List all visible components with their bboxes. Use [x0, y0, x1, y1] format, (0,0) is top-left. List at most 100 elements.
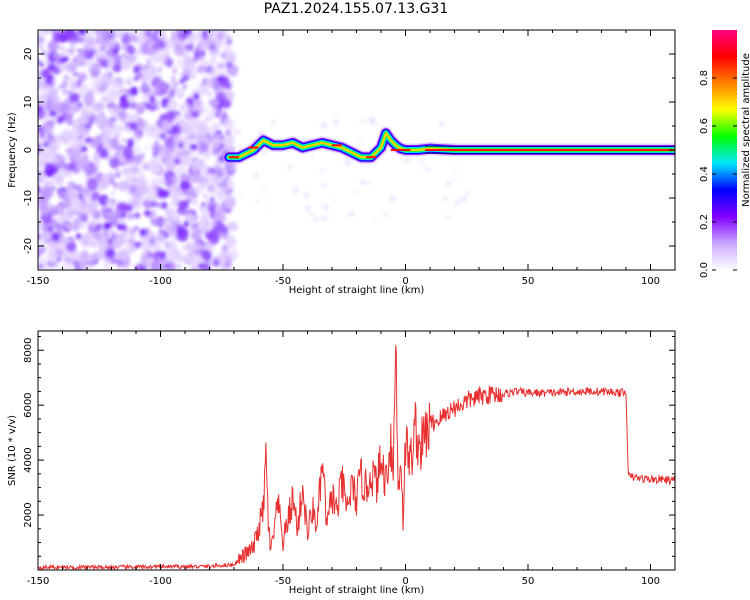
- noise-blob: [54, 223, 64, 232]
- noise-blob: [154, 98, 162, 107]
- noise-blob: [388, 196, 395, 203]
- colorbar-ticks: 0.0 0.2 0.4 0.6 0.8: [699, 70, 737, 278]
- noise-blob: [125, 113, 134, 123]
- noise-blob: [163, 190, 170, 198]
- noise-blob: [208, 127, 215, 136]
- noise-blob: [87, 192, 91, 198]
- noise-blob: [114, 33, 120, 37]
- noise-blob: [58, 62, 67, 71]
- noise-blob: [190, 103, 197, 113]
- noise-blob: [110, 198, 116, 205]
- colorbar-tick-label: 0.4: [699, 166, 710, 182]
- noise-blob: [192, 242, 203, 252]
- noise-blob: [195, 189, 201, 195]
- noise-blob: [445, 215, 450, 220]
- noise-blob: [166, 83, 171, 88]
- noise-blob: [269, 206, 273, 210]
- noise-blob: [146, 166, 152, 172]
- noise-blob: [39, 82, 50, 95]
- noise-blob: [214, 110, 221, 118]
- noise-blob: [192, 157, 198, 163]
- noise-blob: [224, 41, 232, 48]
- noise-blob: [71, 188, 80, 199]
- noise-blob: [161, 54, 171, 67]
- noise-blob: [38, 184, 41, 193]
- noise-blob: [164, 178, 173, 187]
- noise-blob: [151, 189, 159, 197]
- noise-blob: [57, 182, 63, 188]
- noise-blob: [223, 117, 235, 132]
- noise-blob: [348, 211, 355, 218]
- noise-blob: [171, 31, 177, 37]
- noise-blob: [219, 135, 225, 140]
- noise-blob: [157, 30, 167, 41]
- noise-blob: [227, 221, 239, 232]
- noise-blob: [107, 173, 112, 177]
- noise-blob: [238, 142, 243, 148]
- noise-blob: [47, 89, 58, 100]
- noise-blob: [126, 138, 135, 148]
- noise-blob: [158, 120, 169, 131]
- noise-blob: [62, 88, 69, 96]
- noise-blob: [186, 63, 191, 68]
- noise-blob: [72, 143, 80, 150]
- noise-blob: [237, 130, 242, 135]
- noise-blob: [207, 229, 220, 245]
- noise-blob: [191, 209, 196, 215]
- noise-blob: [165, 110, 177, 120]
- noise-blob: [156, 232, 166, 244]
- noise-blob: [304, 205, 311, 212]
- noise-blob: [321, 122, 328, 129]
- noise-blob: [38, 239, 46, 249]
- noise-blob: [190, 122, 201, 134]
- noise-blob: [211, 123, 221, 131]
- noise-blob: [95, 114, 105, 126]
- y-tick-label: -10: [23, 190, 34, 206]
- noise-blob: [321, 215, 328, 222]
- noise-blob: [38, 36, 45, 45]
- noise-blob: [200, 249, 212, 261]
- noise-blob: [174, 88, 186, 97]
- noise-blob: [213, 152, 218, 157]
- noise-blob: [67, 102, 80, 111]
- noise-blob: [360, 118, 365, 124]
- noise-blob: [59, 168, 69, 178]
- noise-blob: [452, 178, 456, 182]
- spectrogram-noise-blobs: [38, 30, 470, 270]
- noise-blob: [50, 240, 58, 248]
- noise-blob: [211, 39, 219, 48]
- noise-blob: [114, 172, 122, 178]
- noise-blob: [87, 208, 96, 216]
- noise-blob: [126, 45, 136, 56]
- noise-blob: [126, 212, 135, 220]
- noise-blob: [47, 225, 54, 233]
- noise-blob: [78, 211, 88, 222]
- noise-blob: [95, 34, 101, 39]
- figure-title: PAZ1.2024.155.07.13.G31: [263, 1, 449, 17]
- noise-blob: [116, 201, 128, 211]
- noise-blob: [238, 194, 242, 198]
- noise-blob: [370, 119, 377, 126]
- noise-blob: [88, 229, 93, 234]
- noise-blob: [311, 154, 315, 158]
- noise-blob: [183, 220, 189, 228]
- noise-blob: [191, 169, 202, 183]
- noise-blob: [103, 222, 112, 231]
- x-tick-label: -100: [149, 576, 172, 587]
- noise-blob: [253, 172, 260, 179]
- noise-blob: [109, 257, 119, 265]
- snr-x-axis-label: Height of straight line (km): [289, 585, 425, 596]
- noise-blob: [118, 263, 123, 267]
- noise-blob: [445, 180, 451, 187]
- snr-frame: [37, 330, 676, 571]
- noise-blob: [62, 259, 74, 270]
- noise-blob: [109, 217, 118, 227]
- noise-blob: [67, 48, 75, 56]
- noise-blob: [221, 244, 228, 252]
- noise-blob: [63, 30, 75, 39]
- noise-blob: [41, 68, 51, 79]
- noise-blob: [154, 141, 159, 146]
- noise-blob: [50, 78, 57, 86]
- noise-blob: [256, 199, 260, 203]
